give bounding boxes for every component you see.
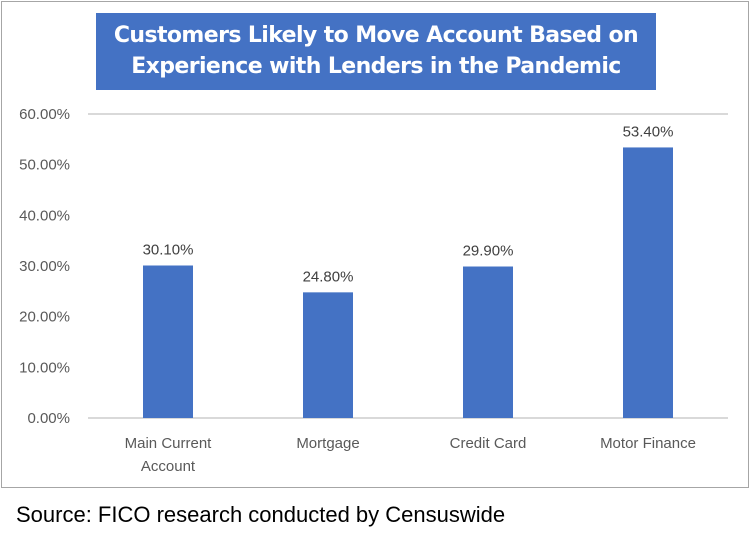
y-tick-label: 30.00% <box>19 258 70 275</box>
data-label: 30.10% <box>143 241 194 258</box>
x-tick-label: Main Current <box>125 435 213 452</box>
x-tick-label: Account <box>141 458 196 475</box>
x-tick-label: Credit Card <box>450 435 527 452</box>
y-tick-label: 40.00% <box>19 207 70 224</box>
data-label: 24.80% <box>303 268 354 285</box>
y-tick-label: 10.00% <box>19 359 70 376</box>
x-tick-label: Motor Finance <box>600 435 696 452</box>
y-tick-label: 60.00% <box>19 106 70 123</box>
chart-title: Customers Likely to Move Account Based o… <box>96 13 656 90</box>
y-tick-label: 50.00% <box>19 157 70 174</box>
bar-chart: 0.00% 10.00% 20.00% 30.00% 40.00% 50.00% 60.00… <box>19 106 728 475</box>
bar <box>463 266 513 418</box>
source-note: Source: FICO research conducted by Censu… <box>16 502 506 527</box>
y-tick-label: 0.00% <box>27 410 70 427</box>
bar <box>623 147 673 418</box>
bar <box>143 265 193 418</box>
chart-frame <box>1 1 749 488</box>
data-label: 29.90% <box>463 243 514 260</box>
data-label: 53.40% <box>623 123 674 140</box>
x-tick-label: Mortgage <box>296 435 359 452</box>
y-tick-label: 20.00% <box>19 309 70 326</box>
bar <box>303 292 353 418</box>
